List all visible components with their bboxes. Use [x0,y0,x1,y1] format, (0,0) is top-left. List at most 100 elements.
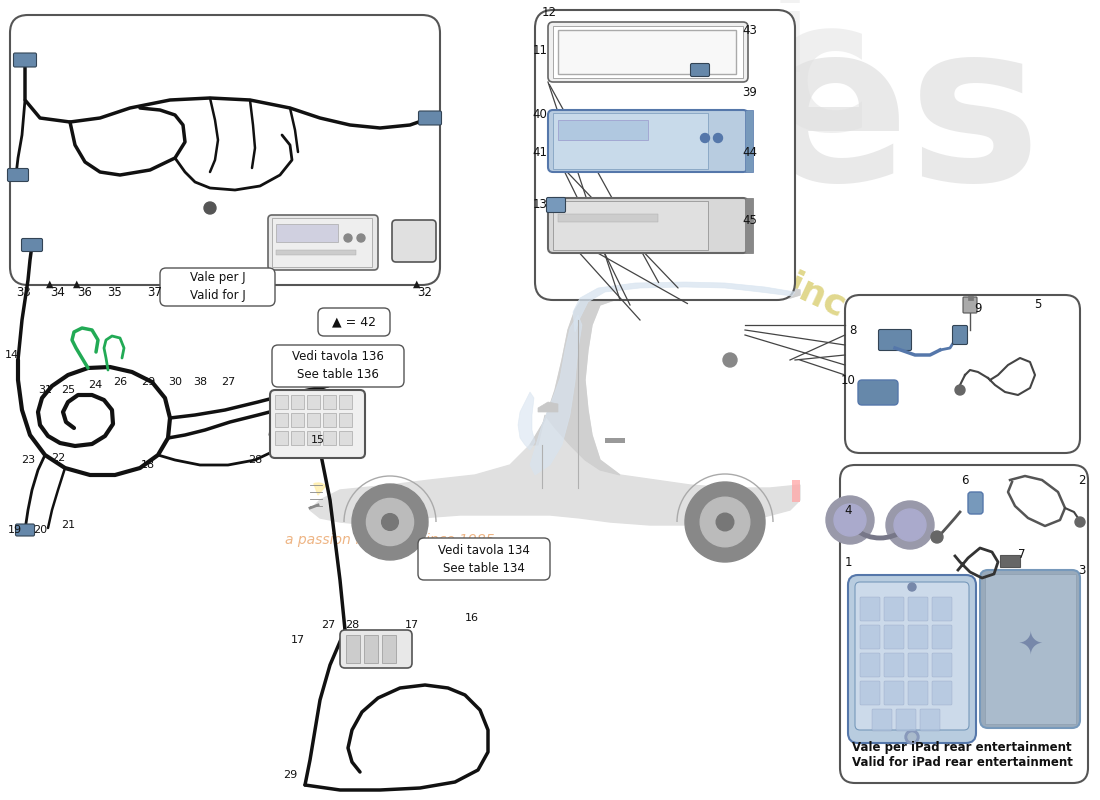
Bar [323,431,336,445]
FancyBboxPatch shape [22,238,43,251]
Text: Vedi tavola 134
See table 134: Vedi tavola 134 See table 134 [438,543,530,574]
FancyBboxPatch shape [840,465,1088,783]
Text: 31: 31 [39,385,52,395]
Text: ✦: ✦ [1018,630,1043,659]
Bar [307,395,320,409]
Circle shape [716,514,734,531]
Circle shape [701,497,750,547]
Text: 17: 17 [405,620,419,630]
FancyBboxPatch shape [270,390,365,458]
Bar [558,30,736,74]
Circle shape [352,484,428,560]
Bar [339,431,352,445]
Polygon shape [538,402,558,412]
Polygon shape [310,278,800,525]
Text: Vale per iPad rear entertainment: Vale per iPad rear entertainment [852,742,1071,754]
Bar [292,431,304,445]
Text: ▲: ▲ [46,279,54,289]
Bar [792,480,800,502]
Text: since 1985: since 1985 [763,258,977,382]
FancyBboxPatch shape [860,681,880,705]
FancyBboxPatch shape [691,63,710,77]
Bar [323,413,336,427]
Circle shape [931,531,943,543]
FancyBboxPatch shape [392,220,436,262]
Bar [553,201,708,250]
Bar [745,110,754,172]
FancyBboxPatch shape [268,215,378,270]
Text: 34: 34 [51,286,65,299]
Text: 39: 39 [742,86,758,98]
FancyBboxPatch shape [908,625,928,649]
Text: 27: 27 [221,377,235,387]
Text: 40: 40 [532,109,548,122]
Polygon shape [573,282,795,332]
Bar [275,395,288,409]
Text: 29: 29 [283,770,297,780]
Text: 1: 1 [845,555,851,569]
FancyBboxPatch shape [932,681,952,705]
FancyBboxPatch shape [160,268,275,306]
FancyBboxPatch shape [908,653,928,677]
FancyBboxPatch shape [884,653,904,677]
Text: 12: 12 [541,6,557,19]
FancyBboxPatch shape [547,198,565,213]
Circle shape [358,234,365,242]
Text: 6: 6 [961,474,969,486]
Text: 11: 11 [532,43,548,57]
Text: i: i [771,0,810,94]
FancyBboxPatch shape [418,538,550,580]
Text: 20: 20 [33,525,47,535]
Circle shape [905,730,918,744]
Text: 3: 3 [1078,563,1086,577]
Circle shape [685,482,764,562]
Circle shape [382,514,398,530]
Text: 10: 10 [840,374,856,386]
Circle shape [723,353,737,367]
Text: 45: 45 [742,214,758,226]
FancyBboxPatch shape [908,681,928,705]
FancyBboxPatch shape [858,380,898,405]
Circle shape [826,496,875,544]
Bar [1000,555,1020,567]
Text: Valid for iPad rear entertainment: Valid for iPad rear entertainment [851,755,1072,769]
Text: 30: 30 [168,377,182,387]
Text: ▲ = 42: ▲ = 42 [332,315,376,329]
Text: Vale per J
Valid for J: Vale per J Valid for J [189,271,245,302]
Bar [323,395,336,409]
Circle shape [908,583,916,591]
FancyBboxPatch shape [932,625,952,649]
FancyBboxPatch shape [855,582,969,730]
Circle shape [366,498,414,546]
Bar [364,635,378,663]
Text: 35: 35 [108,286,122,299]
FancyBboxPatch shape [8,169,29,182]
Text: 13: 13 [532,198,548,211]
Bar [275,413,288,427]
Text: 28: 28 [248,455,262,465]
Text: 5: 5 [1034,298,1042,311]
Circle shape [834,504,866,536]
FancyBboxPatch shape [340,630,412,668]
Text: 22: 22 [51,453,65,463]
Bar [276,250,356,255]
FancyBboxPatch shape [932,597,952,621]
FancyBboxPatch shape [548,22,748,82]
Text: ▲: ▲ [74,279,80,289]
FancyBboxPatch shape [860,597,880,621]
Bar [292,395,304,409]
Bar [307,413,320,427]
Circle shape [886,501,934,549]
FancyBboxPatch shape [13,53,36,67]
Circle shape [908,733,916,741]
FancyBboxPatch shape [418,111,441,125]
Text: 32: 32 [418,286,432,299]
Bar [292,413,304,427]
FancyBboxPatch shape [272,345,404,387]
FancyBboxPatch shape [535,10,795,300]
FancyBboxPatch shape [548,198,748,253]
Text: 37: 37 [147,286,163,299]
Bar [984,574,1076,724]
FancyBboxPatch shape [908,597,928,621]
Circle shape [1075,517,1085,527]
